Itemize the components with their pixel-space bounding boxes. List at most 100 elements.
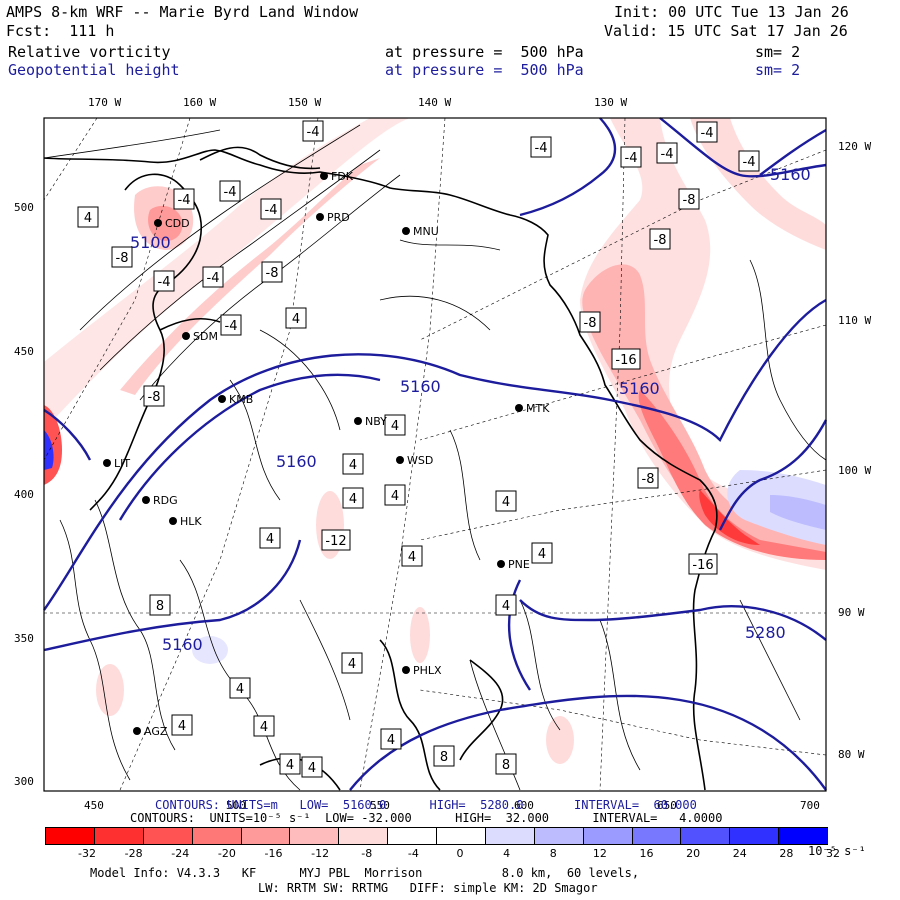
colorbar-tick: -20 xyxy=(217,847,236,860)
colorbar-tick: 28 xyxy=(779,847,794,860)
vorticity-label: -4 xyxy=(530,136,552,158)
height-label: 5160 xyxy=(400,377,441,396)
colorbar-tick: -16 xyxy=(264,847,283,860)
vorticity-contours xyxy=(43,124,827,791)
vorticity-label: -16 xyxy=(611,348,641,370)
vorticity-label-text: -16 xyxy=(692,558,713,573)
station-label: MTK xyxy=(526,402,550,415)
colorbar-segment xyxy=(240,827,291,845)
field2-level: at pressure = 500 hPa xyxy=(385,61,584,79)
station-label: FDK xyxy=(331,170,354,183)
bottom-axis-label: 600 xyxy=(514,799,534,812)
vorticity-label: -12 xyxy=(321,529,351,551)
colorbar-segment xyxy=(142,827,193,845)
vorticity-label: 4 xyxy=(301,756,323,778)
station-label: NBY xyxy=(365,415,387,428)
top-lon-label: 170 W xyxy=(88,96,122,109)
colorbar-tick: -4 xyxy=(407,847,419,860)
station-label: CDD xyxy=(165,217,190,230)
height-label: 5160 xyxy=(162,635,203,654)
vorticity-label: -4 xyxy=(260,198,282,220)
vorticity-label: 4 xyxy=(342,453,364,475)
station-label: RDG xyxy=(153,494,178,507)
right-lon-label: 90 W xyxy=(838,606,865,619)
colorbar-segment xyxy=(680,827,731,845)
vorticity-label-text: -4 xyxy=(207,271,220,286)
station-label: LIT xyxy=(114,457,130,470)
right-lon-label: 100 W xyxy=(838,464,872,477)
colorbar-segment xyxy=(582,827,633,845)
vorticity-label-text: 4 xyxy=(349,458,357,473)
vorticity-label-text: -8 xyxy=(683,193,696,208)
station-label: PHLX xyxy=(413,664,442,677)
vorticity-label: -16 xyxy=(688,553,718,575)
vorticity-label-text: -4 xyxy=(224,185,237,200)
top-lon-label: 130 W xyxy=(594,96,628,109)
colorbar-segment xyxy=(387,827,437,845)
station-marker: NBY xyxy=(354,415,387,428)
vorticity-label-text: 8 xyxy=(440,750,448,765)
left-axis-label: 300 xyxy=(14,775,34,788)
bottom-axis-label: 650 xyxy=(657,799,677,812)
vorticity-label-text: 4 xyxy=(538,547,546,562)
vorticity-label-text: 4 xyxy=(236,682,244,697)
station-marker: PNE xyxy=(497,558,530,571)
station-marker: SDM xyxy=(182,330,218,343)
vorticity-label: 4 xyxy=(259,527,281,549)
map-title: AMPS 8-km WRF -- Marie Byrd Land Window xyxy=(6,3,359,21)
vorticity-label: 4 xyxy=(401,545,423,567)
height-label: 5160 xyxy=(770,165,811,184)
height-label: 5100 xyxy=(130,233,171,252)
vorticity-label-text: -4 xyxy=(743,155,756,170)
station-marker: HLK xyxy=(169,515,202,528)
vorticity-label: -8 xyxy=(678,188,700,210)
vorticity-label: -4 xyxy=(220,314,242,336)
forecast-hour: Fcst: 111 h xyxy=(6,22,115,40)
colorbar-tick: 20 xyxy=(686,847,701,860)
vorticity-label: 4 xyxy=(380,728,402,750)
station-marker: PRD xyxy=(316,211,350,224)
field2-name: Geopotential height xyxy=(8,61,180,79)
station-marker: AGZ xyxy=(133,725,168,738)
colorbar-segment xyxy=(631,827,682,845)
vorticity-label-text: -4 xyxy=(158,275,171,290)
vorticity-label-text: 4 xyxy=(308,761,316,776)
vorticity-label-text: 4 xyxy=(348,657,356,672)
vorticity-label-text: -4 xyxy=(625,151,638,166)
left-axis-label: 450 xyxy=(14,345,34,358)
station-label: MNU xyxy=(413,225,439,238)
colorbar-segment xyxy=(93,827,144,845)
left-axis-label: 400 xyxy=(14,488,34,501)
station-marker: MNU xyxy=(402,225,439,238)
init-time: Init: 00 UTC Tue 13 Jan 26 xyxy=(614,3,849,21)
vorticity-label-text: 4 xyxy=(84,211,92,226)
vorticity-label-text: -4 xyxy=(178,193,191,208)
right-lon-label: 80 W xyxy=(838,748,865,761)
left-axis-label: 500 xyxy=(14,201,34,214)
vorticity-label: -8 xyxy=(649,228,671,250)
station-marker: RDG xyxy=(142,494,178,507)
vorticity-label: -8 xyxy=(261,261,283,283)
vorticity-label: -4 xyxy=(202,266,224,288)
station-marker: FDK xyxy=(320,170,354,183)
model-info: Model Info: V4.3.3 KF MYJ PBL Morrison 8… xyxy=(90,866,640,880)
bottom-axis-label: 550 xyxy=(370,799,390,812)
station-label: AGZ xyxy=(144,725,168,738)
station-label: SDM xyxy=(193,330,218,343)
height-label: 5280 xyxy=(745,623,786,642)
colorbar-tick: -28 xyxy=(124,847,143,860)
vorticity-label-text: -4 xyxy=(225,319,238,334)
field1-level: at pressure = 500 hPa xyxy=(385,43,584,61)
vorticity-labels: -4 -4 -4 -4 -4 -4 -4 -4 -4 -4 -4 -4 -8 -8 -8 -8 -8 -8 -8 -1… xyxy=(77,120,760,778)
vorticity-label-text: 4 xyxy=(178,719,186,734)
vorticity-label-text: 4 xyxy=(391,419,399,434)
vorticity-label: -4 xyxy=(738,150,760,172)
vorticity-label-text: 4 xyxy=(260,720,268,735)
station-marker: PHLX xyxy=(402,664,442,677)
vorticity-label-text: 8 xyxy=(502,758,510,773)
vorticity-label: -8 xyxy=(143,385,165,407)
colorbar-segment xyxy=(484,827,535,845)
vorticity-label-text: -12 xyxy=(325,534,346,549)
vorticity-label: 4 xyxy=(77,206,99,228)
vorticity-label: 4 xyxy=(342,487,364,509)
